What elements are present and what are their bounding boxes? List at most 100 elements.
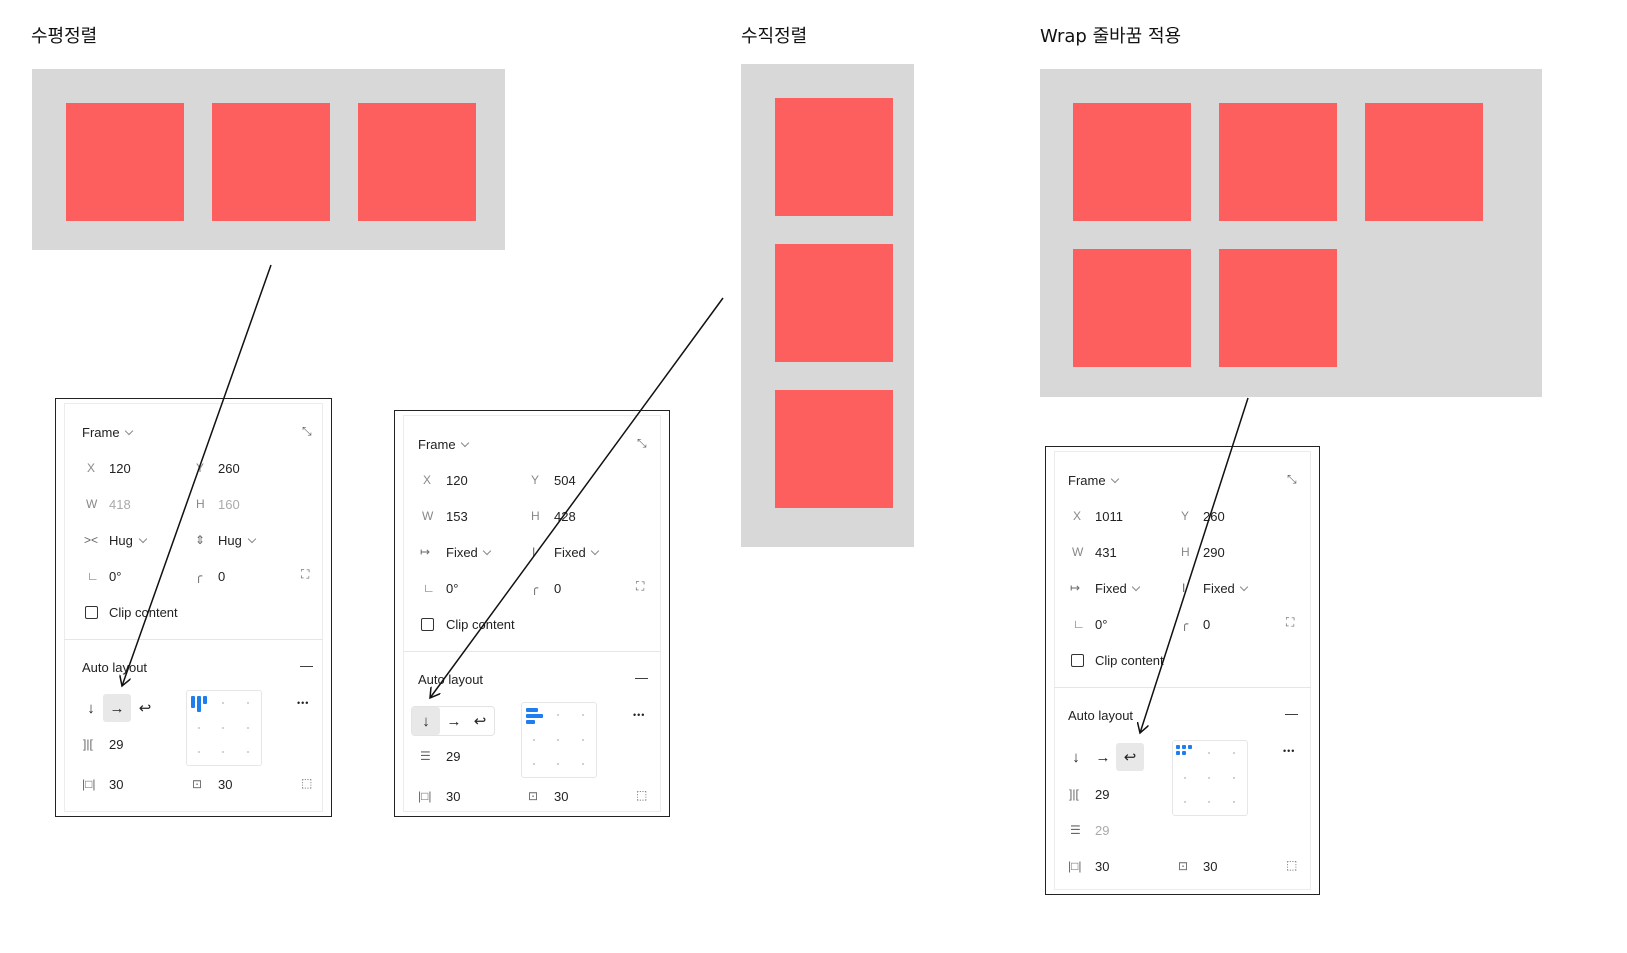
w-label: W: [1072, 545, 1084, 559]
clip-content-checkbox[interactable]: [421, 618, 434, 631]
width-mode[interactable]: Hug: [109, 533, 133, 548]
minus-icon[interactable]: —: [300, 658, 313, 673]
box[interactable]: [212, 103, 330, 221]
box[interactable]: [66, 103, 184, 221]
collapse-icon[interactable]: ⤡: [302, 424, 312, 438]
h-value[interactable]: 290: [1203, 545, 1225, 560]
alignment-grid[interactable]: [521, 702, 597, 778]
clip-content-checkbox[interactable]: [85, 606, 98, 619]
w-value[interactable]: 153: [446, 509, 468, 524]
y-label: Y: [531, 473, 540, 487]
box[interactable]: [1073, 103, 1191, 221]
w-value[interactable]: 418: [109, 497, 131, 512]
radius-value[interactable]: 0: [554, 581, 562, 596]
horizontal-padding-value[interactable]: 30: [446, 789, 461, 804]
radius-value[interactable]: 0: [1203, 617, 1211, 632]
rotation-value[interactable]: 0°: [1095, 617, 1108, 632]
arrow-wrap: [1140, 397, 1249, 733]
horizontal-padding-value[interactable]: 30: [1095, 859, 1110, 874]
vertical-padding-icon: ⊡: [528, 789, 539, 803]
x-label: X: [87, 461, 96, 475]
arrow-right-icon[interactable]: →: [1095, 748, 1111, 766]
width-mode[interactable]: Fixed: [1095, 581, 1127, 596]
box[interactable]: [1219, 103, 1337, 221]
clip-content-checkbox[interactable]: [1071, 654, 1084, 667]
vertical-padding-value[interactable]: 30: [554, 789, 569, 804]
wrap-icon[interactable]: ↩: [1116, 743, 1144, 771]
arrow-down-icon[interactable]: ↓: [1072, 748, 1080, 766]
gap-value[interactable]: 29: [109, 737, 124, 752]
horizontal-frame[interactable]: [32, 69, 505, 250]
height-mode[interactable]: Fixed: [1203, 581, 1235, 596]
independent-padding-icon[interactable]: ⬚: [301, 776, 313, 790]
h-value[interactable]: 160: [218, 497, 240, 512]
corner-radius-icon: ╭: [531, 581, 539, 595]
vertical-padding-value[interactable]: 30: [218, 777, 233, 792]
independent-corners-icon[interactable]: ⛶: [636, 579, 645, 593]
independent-corners-icon[interactable]: ⛶: [301, 567, 310, 581]
properties-panel-vertical: Frame ⤡ X 120 Y 504 W 153 H 428 ↦ Fixed …: [394, 410, 670, 817]
y-label: Y: [196, 461, 205, 475]
height-mode[interactable]: Hug: [218, 533, 242, 548]
more-icon[interactable]: •••: [297, 698, 310, 708]
fixed-height-icon: I: [1182, 581, 1186, 595]
x-value[interactable]: 120: [446, 473, 468, 488]
minus-icon[interactable]: —: [635, 670, 648, 685]
frame-type-label[interactable]: Frame: [418, 437, 456, 452]
gap-value[interactable]: 29: [1095, 787, 1110, 802]
box[interactable]: [358, 103, 476, 221]
rotation-value[interactable]: 0°: [446, 581, 459, 596]
arrow-down-icon[interactable]: ↓: [87, 699, 95, 717]
collapse-icon[interactable]: ⤡: [1287, 472, 1297, 486]
arrow-right-icon[interactable]: →: [103, 694, 131, 722]
wrap-icon[interactable]: ↩: [473, 713, 487, 730]
y-value[interactable]: 260: [218, 461, 240, 476]
independent-padding-icon[interactable]: ⬚: [636, 788, 648, 802]
corner-radius-icon: ╭: [195, 569, 203, 583]
horizontal-padding-value[interactable]: 30: [109, 777, 124, 792]
x-value[interactable]: 1011: [1095, 509, 1123, 524]
vertical-padding-icon: ⊡: [192, 777, 203, 791]
h-label: H: [531, 509, 540, 523]
w-value[interactable]: 431: [1095, 545, 1117, 560]
x-value[interactable]: 120: [109, 461, 131, 476]
arrow-down-icon[interactable]: ↓: [412, 707, 440, 735]
alignment-grid[interactable]: [1172, 740, 1248, 816]
box[interactable]: [775, 390, 893, 508]
rotation-value[interactable]: 0°: [109, 569, 122, 584]
clip-content-label: Clip content: [109, 605, 178, 620]
auto-layout-title: Auto layout: [418, 672, 484, 687]
frame-type-label[interactable]: Frame: [82, 425, 120, 440]
width-mode[interactable]: Fixed: [446, 545, 478, 560]
vertical-frame[interactable]: [741, 64, 914, 547]
auto-layout-title: Auto layout: [1068, 708, 1134, 723]
direction-group: [411, 706, 495, 736]
gap-icon: ]|[: [83, 737, 93, 751]
independent-corners-icon[interactable]: ⛶: [1286, 615, 1295, 629]
alignment-grid[interactable]: [186, 690, 262, 766]
wrap-frame[interactable]: [1040, 69, 1542, 397]
box[interactable]: [775, 244, 893, 362]
radius-value[interactable]: 0: [218, 569, 226, 584]
collapse-icon[interactable]: ⤡: [637, 436, 647, 450]
x-label: X: [423, 473, 432, 487]
h-label: H: [196, 497, 205, 511]
y-value[interactable]: 504: [554, 473, 576, 488]
wrap-icon[interactable]: ↩: [138, 700, 152, 717]
box[interactable]: [1073, 249, 1191, 367]
horizontal-padding-icon: |□|: [418, 789, 432, 803]
box[interactable]: [775, 98, 893, 216]
vertical-gap-value[interactable]: 29: [1095, 823, 1110, 838]
box[interactable]: [1219, 249, 1337, 367]
arrow-right-icon[interactable]: →: [446, 712, 462, 730]
frame-type-label[interactable]: Frame: [1068, 473, 1106, 488]
vertical-padding-value[interactable]: 30: [1203, 859, 1218, 874]
vertical-padding-icon: ⊡: [1178, 859, 1189, 873]
minus-icon[interactable]: —: [1285, 706, 1298, 721]
independent-padding-icon[interactable]: ⬚: [1286, 858, 1298, 872]
more-icon[interactable]: •••: [633, 710, 646, 720]
height-mode[interactable]: Fixed: [554, 545, 586, 560]
more-icon[interactable]: •••: [1283, 746, 1296, 756]
gap-value[interactable]: 29: [446, 749, 461, 764]
box[interactable]: [1365, 103, 1483, 221]
